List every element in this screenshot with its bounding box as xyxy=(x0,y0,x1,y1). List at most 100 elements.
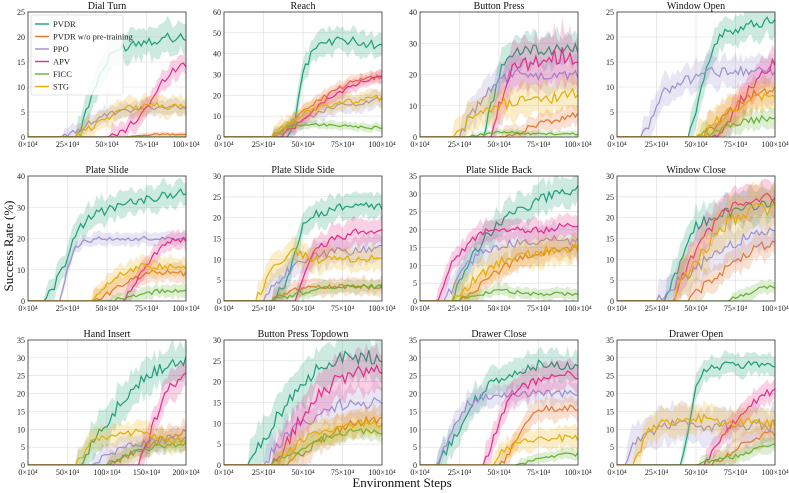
band-apv xyxy=(28,360,186,465)
x-tick-label: 50×10⁴ xyxy=(487,468,511,477)
line-apv xyxy=(28,237,186,301)
legend-label: PVDR xyxy=(53,19,76,29)
y-tick-label: 25 xyxy=(213,357,221,366)
line-pvdr xyxy=(224,201,382,301)
line-ppo xyxy=(420,234,578,301)
x-tick-label: 100×10⁴ xyxy=(368,468,396,477)
x-tick-label: 75×10⁴ xyxy=(331,304,355,313)
band-pvdr-w-o-pre-training xyxy=(224,402,382,465)
band-apv xyxy=(224,342,382,465)
line-ppo xyxy=(617,227,775,301)
line-ppo xyxy=(224,96,382,137)
legend-label: STG xyxy=(53,82,69,92)
band-stg xyxy=(420,423,578,465)
plot-frame xyxy=(616,175,776,302)
x-tick-label: 75×10⁴ xyxy=(527,304,551,313)
band-pvdr-w-o-pre-training xyxy=(617,72,775,137)
legend-label: FICC xyxy=(53,69,72,79)
band-ficc xyxy=(420,127,578,137)
band-ppo xyxy=(420,378,578,465)
line-pvdr-w-o-pre-training xyxy=(224,74,382,137)
band-ficc xyxy=(617,278,775,301)
band-ficc xyxy=(420,446,578,465)
line-ficc xyxy=(617,114,775,137)
line-pvdr xyxy=(224,36,382,137)
x-tick-label: 100×10⁴ xyxy=(761,304,789,313)
band-stg xyxy=(28,253,186,301)
line-pvdr-w-o-pre-training xyxy=(28,133,186,137)
x-tick-label: 25×10⁴ xyxy=(252,304,276,313)
x-tick-label: 0×10⁴ xyxy=(18,304,38,313)
x-tick-label: 25×10⁴ xyxy=(448,468,472,477)
x-tick-label: 100×10⁴ xyxy=(172,140,200,149)
line-ppo xyxy=(617,418,775,465)
y-tick-label: 30 xyxy=(409,354,417,363)
x-tick-label: 75×10⁴ xyxy=(331,140,355,149)
x-tick-label: 0×10⁴ xyxy=(410,304,430,313)
line-apv xyxy=(420,47,578,137)
y-tick-label: 5 xyxy=(610,276,614,285)
line-apv xyxy=(224,75,382,137)
line-ficc xyxy=(224,427,382,465)
y-tick-label: 10 xyxy=(17,83,25,92)
y-tick-label: 40 xyxy=(213,50,221,59)
line-pvdr-w-o-pre-training xyxy=(420,404,578,465)
panel-button-press-topdown: 0 5 10 15 20 25 30 0×10⁴ 25×10⁴ 50×10⁴ 75×10⁴ 100×1… xyxy=(213,329,396,477)
band-stg xyxy=(224,87,382,137)
y-tick-label: 5 xyxy=(610,108,614,117)
x-tick-label: 75×10⁴ xyxy=(724,140,748,149)
line-ficc xyxy=(617,443,775,465)
line-ficc xyxy=(28,441,186,465)
x-tick-label: 25×10⁴ xyxy=(645,468,669,477)
y-tick-label: 10 xyxy=(606,425,614,434)
panel-hand-insert: 0 5 10 15 20 25 30 35 0×10⁴ 50×10⁴ 100×10⁴ 150×10⁴ 2… xyxy=(17,329,200,477)
line-apv xyxy=(617,57,775,137)
band-pvdr-w-o-pre-training xyxy=(224,69,382,137)
panel-window-close: 0 5 10 15 20 25 30 0×10⁴ 25×10⁴ 50×10⁴ 75×10⁴ 100×1… xyxy=(606,165,789,313)
line-apv xyxy=(28,62,186,137)
y-tick-label: 30 xyxy=(17,203,25,212)
y-tick-label: 20 xyxy=(213,214,221,223)
y-tick-label: 25 xyxy=(606,372,614,381)
line-pvdr xyxy=(420,359,578,465)
band-pvdr-w-o-pre-training xyxy=(420,394,578,465)
line-stg xyxy=(617,412,775,465)
panel-title: Window Open xyxy=(667,1,725,12)
x-tick-label: 75×10⁴ xyxy=(527,140,551,149)
x-tick-label: 100×10⁴ xyxy=(368,140,396,149)
y-tick-label: 20 xyxy=(17,235,25,244)
legend-entry-ficc: FICC xyxy=(35,69,72,79)
band-ppo xyxy=(617,210,775,301)
line-ppo xyxy=(420,388,578,465)
line-ficc xyxy=(28,288,186,301)
panel-plate-slide-back: 0 5 10 15 20 25 30 35 0×10⁴ 25×10⁴ 50×10⁴ 75×10⁴ 100… xyxy=(409,165,592,313)
x-tick-label: 75×10⁴ xyxy=(527,468,551,477)
band-apv xyxy=(224,215,382,301)
panel-title: Plate Slide Back xyxy=(466,165,532,176)
line-apv xyxy=(617,388,775,465)
y-tick-label: 15 xyxy=(606,235,614,244)
y-tick-label: 5 xyxy=(610,443,614,452)
y-tick-label: 35 xyxy=(606,336,614,345)
band-pvdr xyxy=(28,340,186,465)
x-tick-label: 25×10⁴ xyxy=(252,140,276,149)
x-tick-label: 100×10⁴ xyxy=(564,140,592,149)
panel-title: Button Press xyxy=(474,1,525,12)
legend-entry-ppo: PPO xyxy=(35,44,69,54)
line-ppo xyxy=(28,235,186,301)
y-tick-label: 20 xyxy=(606,390,614,399)
y-tick-label: 0 xyxy=(610,133,614,142)
line-apv xyxy=(420,222,578,301)
x-tick-label: 150×10⁴ xyxy=(133,468,161,477)
x-tick-label: 50×10⁴ xyxy=(56,468,80,477)
x-tick-label: 0×10⁴ xyxy=(18,468,38,477)
y-tick-label: 15 xyxy=(606,407,614,416)
x-tick-label: 75×10⁴ xyxy=(724,304,748,313)
panel-title: Plate Slide Side xyxy=(271,165,335,176)
plot-frame xyxy=(27,175,187,302)
band-pvdr-w-o-pre-training xyxy=(420,104,578,137)
x-tick-label: 25×10⁴ xyxy=(448,304,472,313)
band-ppo xyxy=(224,232,382,301)
band-pvdr xyxy=(28,15,186,137)
